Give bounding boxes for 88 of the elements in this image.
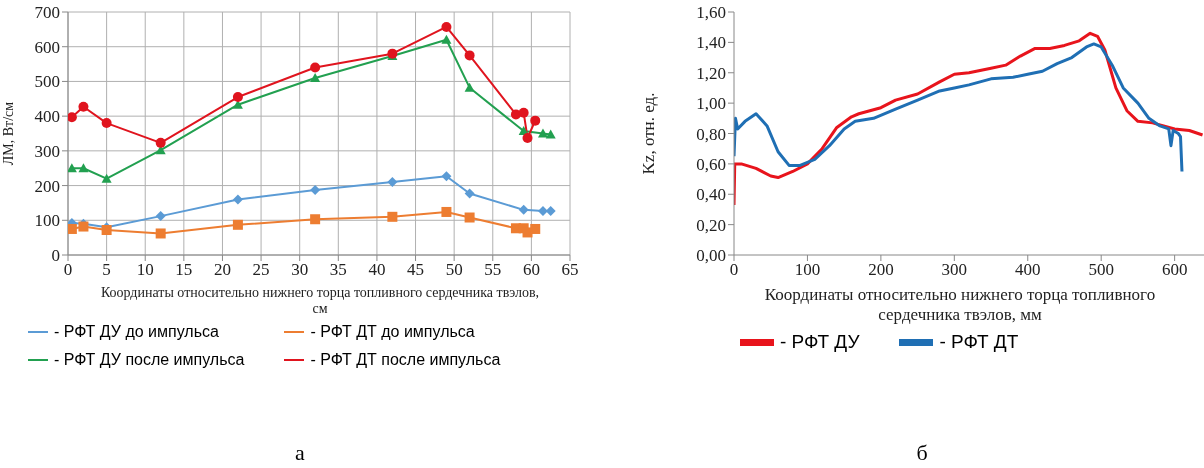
point — [78, 163, 89, 173]
x-axis-title: Координаты относительно нижнего торца топливного сердечника твэлов, см — [100, 285, 540, 317]
text: а — [294, 440, 306, 466]
point — [522, 133, 533, 144]
point — [441, 171, 452, 182]
point — [68, 223, 77, 234]
x-tick-label: 10 — [136, 260, 154, 280]
y-axis-title: Kz, отн. ед. — [639, 92, 659, 175]
point — [101, 173, 112, 183]
legend-label: - РФТ ДУ — [780, 331, 860, 353]
x-tick-label: 600 — [1161, 260, 1188, 280]
point — [310, 185, 321, 196]
point — [545, 129, 556, 139]
point — [464, 188, 475, 199]
point — [68, 112, 77, 123]
point — [68, 163, 77, 173]
y-tick-label: 0,40 — [696, 185, 726, 205]
line-series — [734, 42, 1184, 173]
x-tick-label: 40 — [368, 260, 386, 280]
legend-label: - РФТ ДТ после импульса — [310, 351, 501, 369]
legend-label: - РФТ ДУ после импульса — [54, 351, 245, 369]
point — [155, 211, 166, 222]
x-tick-label: 65 — [561, 260, 579, 280]
legend-label: - РФТ ДТ до импульса — [310, 323, 475, 341]
point — [155, 228, 166, 239]
point — [387, 177, 398, 188]
x-tick-label: 50 — [445, 260, 463, 280]
x-tick-label: 20 — [213, 260, 231, 280]
legend-label: - РФТ ДУ до импульса — [54, 323, 219, 341]
legend-label: - РФТ ДТ — [939, 331, 1019, 353]
y-tick-label: 0,80 — [696, 124, 726, 144]
x-tick-label: 60 — [522, 260, 540, 280]
point — [232, 194, 243, 205]
y-tick-label: 500 — [34, 72, 60, 92]
x-tick-label: 30 — [291, 260, 309, 280]
y-axis-title: ЛМ, Вт/см — [0, 101, 16, 166]
point — [232, 92, 243, 103]
point — [537, 205, 548, 216]
x-tick-label: 35 — [329, 260, 347, 280]
point — [510, 109, 521, 120]
x-tick-label: 45 — [407, 260, 425, 280]
point — [310, 214, 321, 225]
x-axis-title: Координаты относительно нижнего торца топливного сердечника твэлов, мм — [763, 285, 1157, 325]
point — [310, 72, 321, 82]
y-tick-label: 1,40 — [696, 33, 726, 53]
point — [387, 211, 398, 222]
y-tick-label: 600 — [34, 37, 60, 57]
line-series — [734, 31, 1204, 207]
point — [441, 206, 452, 217]
point — [464, 212, 475, 223]
y-tick-label: 1,20 — [696, 63, 726, 83]
x-tick-label: 100 — [794, 260, 821, 280]
point — [530, 223, 541, 234]
point — [518, 107, 529, 118]
point — [464, 50, 475, 61]
point — [530, 115, 541, 126]
x-tick-label: 200 — [868, 260, 894, 280]
point — [101, 118, 112, 129]
point — [537, 128, 548, 138]
y-tick-label: 200 — [34, 176, 60, 196]
x-tick-label: 55 — [484, 260, 502, 280]
point — [310, 62, 321, 73]
point — [155, 137, 166, 148]
point — [441, 34, 452, 44]
point — [441, 21, 452, 32]
y-tick-label: 400 — [34, 107, 60, 127]
x-tick-label: 15 — [175, 260, 193, 280]
y-tick-label: 0,00 — [696, 246, 726, 266]
point — [78, 101, 89, 112]
y-tick-label: 0,60 — [696, 154, 726, 174]
text: б — [915, 440, 929, 466]
x-tick-label: 25 — [252, 260, 270, 280]
point — [518, 204, 529, 215]
x-tick-label: 300 — [941, 260, 968, 280]
point — [464, 82, 475, 92]
y-tick-label: 1,00 — [696, 94, 726, 114]
y-tick-label: 0,20 — [696, 215, 726, 235]
x-tick-label: 500 — [1088, 260, 1114, 280]
point — [232, 219, 243, 230]
y-tick-label: 300 — [34, 141, 60, 161]
x-tick-label: 400 — [1015, 260, 1041, 280]
x-tick-label: 0 — [63, 260, 73, 280]
y-tick-label: 1,60 — [696, 3, 726, 23]
y-tick-label: 700 — [34, 3, 60, 23]
x-tick-label: 5 — [102, 260, 111, 280]
y-tick-label: 0 — [51, 246, 60, 266]
x-tick-label: 0 — [729, 260, 739, 280]
y-tick-label: 100 — [34, 211, 60, 231]
